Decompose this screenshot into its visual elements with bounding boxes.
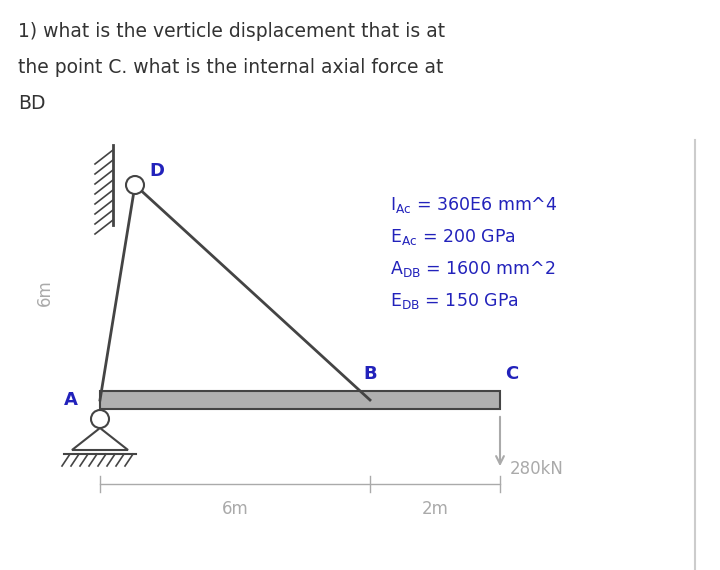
Text: B: B: [363, 365, 377, 383]
Text: D: D: [149, 162, 164, 180]
Text: $\mathregular{I_{Ac}}$ = 360E6 mm^4: $\mathregular{I_{Ac}}$ = 360E6 mm^4: [390, 195, 557, 215]
Text: 280kN: 280kN: [510, 460, 564, 478]
Text: 6m: 6m: [222, 500, 248, 518]
Circle shape: [126, 176, 144, 194]
Polygon shape: [72, 428, 128, 450]
Text: A: A: [64, 391, 78, 409]
Text: 1) what is the verticle displacement that is at: 1) what is the verticle displacement tha…: [18, 22, 445, 41]
Text: C: C: [505, 365, 518, 383]
Bar: [100, 391, 500, 409]
Text: the point C. what is the internal axial force at: the point C. what is the internal axial …: [18, 58, 444, 77]
Text: $\mathregular{A_{DB}}$ = 1600 mm^2: $\mathregular{A_{DB}}$ = 1600 mm^2: [390, 259, 555, 279]
Text: $\mathregular{E_{DB}}$ = 150 GPa: $\mathregular{E_{DB}}$ = 150 GPa: [390, 291, 518, 311]
Text: 6m: 6m: [36, 279, 54, 306]
Text: 2m: 2m: [422, 500, 449, 518]
Text: $\mathregular{E_{Ac}}$ = 200 GPa: $\mathregular{E_{Ac}}$ = 200 GPa: [390, 227, 516, 247]
Text: BD: BD: [18, 94, 45, 113]
Circle shape: [91, 410, 109, 428]
